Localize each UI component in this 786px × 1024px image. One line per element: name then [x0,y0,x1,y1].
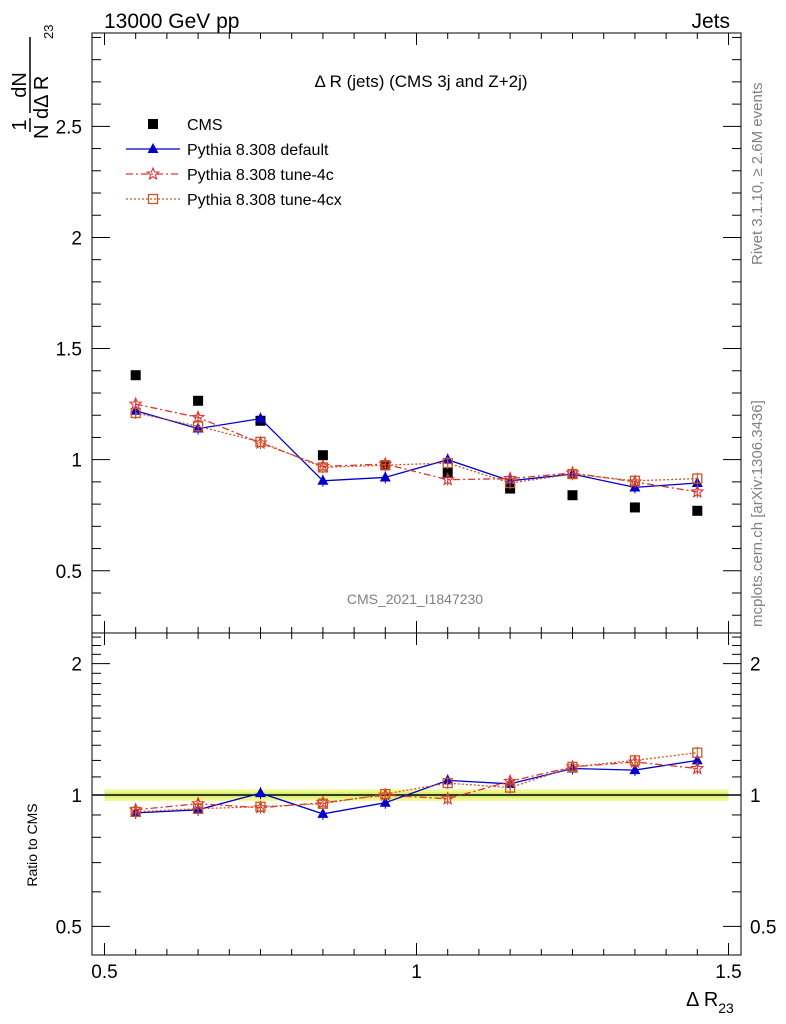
data-point [692,473,703,484]
data-point [317,807,329,818]
y-tick-label-ratio-right: 2 [750,655,761,676]
data-point [440,472,455,486]
legend-label: Pythia 8.308 tune-4c [187,167,334,184]
data-point [255,801,266,812]
header-right-label: Jets [691,10,730,33]
data-point [130,407,141,419]
x-tick-label: 0.5 [91,962,117,983]
main-series-pythia-8-308-tune-4c [128,396,705,498]
ylabel-subscript: 23 [41,25,56,39]
data-point [147,193,159,205]
ylabel-frac-num: dN [9,72,31,98]
series-line [135,761,698,811]
data-point [193,395,204,406]
data-point [317,462,329,473]
data-point [190,409,206,424]
ylabel-one: 1 [9,119,31,130]
data-point [379,471,391,482]
legend-entry: CMS [148,117,223,134]
data-point [567,761,578,773]
data-point [130,806,141,817]
series-line [135,412,698,484]
legend-label: CMS [187,117,223,134]
data-point [380,788,391,800]
data-point [254,787,266,798]
data-point [629,755,641,766]
plot-title: Δ R (jets) (CMS 3j and Z+2j) [314,72,527,91]
series-line [135,752,698,813]
data-point [691,754,703,765]
y-tick-label-ratio-right: 0.5 [750,917,776,938]
data-point [145,166,161,181]
legend-label: Pythia 8.308 tune-4cx [187,192,342,209]
y-tick-label-ratio-right: 1 [750,786,761,807]
header-left-label: 13000 GeV pp [104,10,239,33]
data-point [317,474,329,485]
data-point [192,421,204,432]
series-line [135,410,698,489]
ylabel-frac-den: N dΔ R [31,76,53,139]
y-tick-label-main: 2 [71,228,82,249]
data-point [692,747,703,758]
data-point [317,798,329,809]
data-point [504,477,516,489]
mcplots-label: mcplots.cern.ch [arXiv:1306.3436] [749,400,766,627]
data-point [442,777,453,789]
legend-entry: Pythia 8.308 default [126,142,329,159]
y-tick-label-ratio: 2 [71,655,82,676]
y-tick-label-main: 1 [71,451,82,472]
data-point [567,490,578,501]
ratio-series-pythia-8-308-tune-4cx [130,746,703,818]
data-point [629,502,640,513]
data-point [130,370,141,381]
legend: CMS Pythia 8.308 default Pythia 8.308 tune… [126,117,342,209]
series-line [135,759,698,815]
x-axis-label-sub: 23 [718,1000,734,1016]
x-tick-label: 1.5 [715,962,741,983]
main-series-cms [130,370,703,516]
data-point [692,505,703,516]
main-series [128,370,705,516]
data-point [690,484,705,498]
x-axis-label: Δ R23 [686,989,734,1016]
x-tick-label: 1 [411,962,422,983]
data-point [128,396,143,411]
data-point [567,468,578,480]
data-point [690,760,705,775]
y-tick-label-main: 1.5 [56,340,82,361]
main-series-pythia-8-308-tune-4cx [130,407,703,489]
data-point [192,803,204,814]
y-tick-label-main: 2.5 [56,117,82,138]
x-axis-label-main: Δ R [686,989,718,1011]
main-y-axis-label: 1 dN N dΔ R 23 [9,25,56,139]
y-tick-label-main: 0.5 [56,562,82,583]
data-point [317,450,328,461]
data-point [440,791,455,805]
legend-entry: Pythia 8.308 tune-4c [126,166,334,184]
data-point [148,119,158,129]
data-point [380,460,391,471]
y-tick-label-ratio: 1 [71,786,82,807]
analysis-watermark: CMS_2021_I1847230 [347,591,483,607]
data-point [147,143,159,153]
data-point [442,457,453,469]
ratio-series-pythia-8-308-tune-4c [128,754,705,816]
data-point [504,782,516,793]
legend-label: Pythia 8.308 default [187,142,329,159]
ratio-y-axis-label: Ratio to CMS [24,803,40,886]
data-point [629,475,641,486]
rivet-label: Rivet 3.1.10, ≥ 2.6M events [749,83,766,266]
data-point [629,764,641,775]
ratio-series-pythia-8-308-default [130,754,703,820]
data-point [255,436,266,448]
data-point [254,412,266,423]
axis-ticks: 0.5 1 1.5 0.5 1 1.5 2 2.5 0.5 0.5 1 1 2 2 [56,33,776,983]
legend-entry: Pythia 8.308 tune-4cx [126,192,342,209]
ratio-series [128,746,705,820]
main-series-pythia-8-308-default [130,404,703,494]
data-point [379,796,391,807]
y-tick-label-ratio: 0.5 [56,917,82,938]
